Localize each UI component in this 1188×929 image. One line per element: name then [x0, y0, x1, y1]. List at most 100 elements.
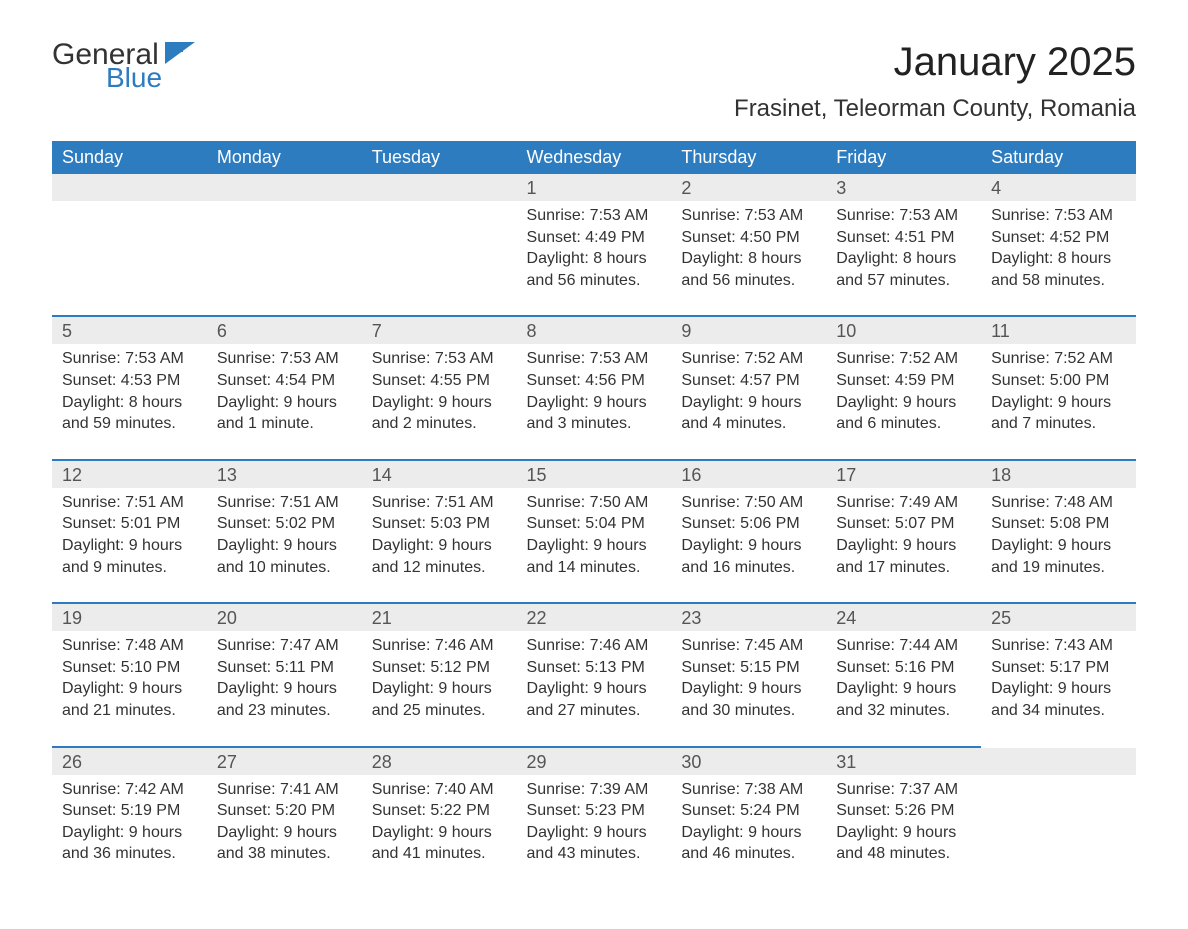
- day-detail-line: Daylight: 9 hours: [217, 535, 352, 557]
- calendar-week-row: 19Sunrise: 7:48 AMSunset: 5:10 PMDayligh…: [52, 603, 1136, 746]
- calendar-day-cell: 21Sunrise: 7:46 AMSunset: 5:12 PMDayligh…: [362, 603, 517, 746]
- day-detail-line: and 23 minutes.: [217, 700, 352, 722]
- day-detail-line: Sunrise: 7:50 AM: [681, 492, 816, 514]
- day-number: 26: [52, 748, 207, 775]
- day-detail-line: Daylight: 9 hours: [62, 678, 197, 700]
- day-detail-line: Daylight: 9 hours: [527, 678, 662, 700]
- day-number: 22: [517, 604, 672, 631]
- calendar-day-cell: 30Sunrise: 7:38 AMSunset: 5:24 PMDayligh…: [671, 747, 826, 889]
- day-detail-line: Daylight: 9 hours: [372, 392, 507, 414]
- calendar-day-cell: 16Sunrise: 7:50 AMSunset: 5:06 PMDayligh…: [671, 460, 826, 603]
- day-detail-line: Sunrise: 7:41 AM: [217, 779, 352, 801]
- day-detail-line: Sunrise: 7:53 AM: [527, 348, 662, 370]
- day-detail-line: and 56 minutes.: [681, 270, 816, 292]
- day-detail-line: Sunset: 5:02 PM: [217, 513, 352, 535]
- logo-text: General Blue: [52, 40, 195, 92]
- day-detail-line: Sunrise: 7:40 AM: [372, 779, 507, 801]
- calendar-day-cell: 5Sunrise: 7:53 AMSunset: 4:53 PMDaylight…: [52, 316, 207, 459]
- calendar-week-row: 5Sunrise: 7:53 AMSunset: 4:53 PMDaylight…: [52, 316, 1136, 459]
- weekday-header: Sunday: [52, 141, 207, 174]
- calendar-day-cell: 14Sunrise: 7:51 AMSunset: 5:03 PMDayligh…: [362, 460, 517, 603]
- calendar-week-row: 26Sunrise: 7:42 AMSunset: 5:19 PMDayligh…: [52, 747, 1136, 889]
- day-detail-line: Daylight: 9 hours: [372, 678, 507, 700]
- calendar-day-cell: 20Sunrise: 7:47 AMSunset: 5:11 PMDayligh…: [207, 603, 362, 746]
- day-detail-line: Daylight: 8 hours: [836, 248, 971, 270]
- day-detail-line: Daylight: 9 hours: [836, 535, 971, 557]
- day-detail-line: Sunrise: 7:48 AM: [991, 492, 1126, 514]
- day-detail-line: and 58 minutes.: [991, 270, 1126, 292]
- calendar-day-cell: 10Sunrise: 7:52 AMSunset: 4:59 PMDayligh…: [826, 316, 981, 459]
- day-detail-line: Sunrise: 7:53 AM: [527, 205, 662, 227]
- day-detail-line: Sunrise: 7:42 AM: [62, 779, 197, 801]
- day-number: 24: [826, 604, 981, 631]
- calendar-week-row: 12Sunrise: 7:51 AMSunset: 5:01 PMDayligh…: [52, 460, 1136, 603]
- day-detail-line: Sunset: 5:24 PM: [681, 800, 816, 822]
- day-detail-line: Sunrise: 7:50 AM: [527, 492, 662, 514]
- calendar-day-cell: 17Sunrise: 7:49 AMSunset: 5:07 PMDayligh…: [826, 460, 981, 603]
- day-detail-line: Sunrise: 7:46 AM: [527, 635, 662, 657]
- day-number: 13: [207, 461, 362, 488]
- day-detail-line: Daylight: 9 hours: [681, 535, 816, 557]
- day-detail-line: Sunrise: 7:48 AM: [62, 635, 197, 657]
- day-number: 21: [362, 604, 517, 631]
- weekday-header: Tuesday: [362, 141, 517, 174]
- day-detail-line: and 57 minutes.: [836, 270, 971, 292]
- day-detail-line: Sunset: 5:22 PM: [372, 800, 507, 822]
- day-detail-line: Sunrise: 7:38 AM: [681, 779, 816, 801]
- day-number: 7: [362, 317, 517, 344]
- day-number: 18: [981, 461, 1136, 488]
- day-detail-line: Sunrise: 7:53 AM: [836, 205, 971, 227]
- calendar-week-row: 1Sunrise: 7:53 AMSunset: 4:49 PMDaylight…: [52, 174, 1136, 316]
- day-detail-line: Daylight: 9 hours: [836, 392, 971, 414]
- day-detail-line: Daylight: 9 hours: [991, 392, 1126, 414]
- calendar-day-cell: 29Sunrise: 7:39 AMSunset: 5:23 PMDayligh…: [517, 747, 672, 889]
- day-detail-line: Daylight: 8 hours: [681, 248, 816, 270]
- day-detail-line: and 10 minutes.: [217, 557, 352, 579]
- day-number: 23: [671, 604, 826, 631]
- calendar-day-cell: 31Sunrise: 7:37 AMSunset: 5:26 PMDayligh…: [826, 747, 981, 889]
- day-number: 8: [517, 317, 672, 344]
- day-detail-line: Sunset: 5:15 PM: [681, 657, 816, 679]
- day-detail-line: Daylight: 9 hours: [836, 822, 971, 844]
- day-detail-line: Sunrise: 7:46 AM: [372, 635, 507, 657]
- day-detail-line: Daylight: 9 hours: [527, 535, 662, 557]
- calendar-page: General Blue January 2025 Frasinet, Tele…: [0, 0, 1188, 929]
- day-number: [52, 174, 207, 201]
- month-title: January 2025: [734, 40, 1136, 85]
- day-detail-line: Sunset: 4:57 PM: [681, 370, 816, 392]
- brand-logo: General Blue: [52, 40, 195, 92]
- day-detail-line: and 12 minutes.: [372, 557, 507, 579]
- day-detail-line: Daylight: 9 hours: [217, 822, 352, 844]
- day-number: 10: [826, 317, 981, 344]
- day-number: 25: [981, 604, 1136, 631]
- day-detail-line: Sunset: 5:23 PM: [527, 800, 662, 822]
- day-detail-line: Sunrise: 7:53 AM: [217, 348, 352, 370]
- calendar-day-cell: 3Sunrise: 7:53 AMSunset: 4:51 PMDaylight…: [826, 174, 981, 316]
- day-detail-line: Sunrise: 7:47 AM: [217, 635, 352, 657]
- weekday-header: Monday: [207, 141, 362, 174]
- calendar-day-cell: [362, 174, 517, 316]
- day-detail-line: Sunrise: 7:53 AM: [681, 205, 816, 227]
- day-number: 6: [207, 317, 362, 344]
- day-detail-line: Sunset: 4:54 PM: [217, 370, 352, 392]
- day-detail-line: Daylight: 9 hours: [991, 535, 1126, 557]
- calendar-day-cell: [207, 174, 362, 316]
- calendar-day-cell: [52, 174, 207, 316]
- day-detail-line: and 3 minutes.: [527, 413, 662, 435]
- day-number: 1: [517, 174, 672, 201]
- day-detail-line: Sunrise: 7:37 AM: [836, 779, 971, 801]
- day-detail-line: Sunrise: 7:39 AM: [527, 779, 662, 801]
- day-detail-line: Sunrise: 7:45 AM: [681, 635, 816, 657]
- day-detail-line: and 1 minute.: [217, 413, 352, 435]
- calendar-day-cell: 18 Sunrise: 7:48 AMSunset: 5:08 PMDayligh…: [981, 460, 1136, 603]
- day-detail-line: Sunset: 5:08 PM: [991, 513, 1126, 535]
- day-detail-line: Daylight: 9 hours: [372, 822, 507, 844]
- title-block: January 2025 Frasinet, Teleorman County,…: [734, 40, 1136, 123]
- day-detail-line: Sunset: 5:17 PM: [991, 657, 1126, 679]
- day-number: 15: [517, 461, 672, 488]
- day-detail-line: Sunrise: 7:43 AM: [991, 635, 1126, 657]
- day-detail-line: and 25 minutes.: [372, 700, 507, 722]
- day-detail-line: Sunset: 4:50 PM: [681, 227, 816, 249]
- day-detail-line: and 41 minutes.: [372, 843, 507, 865]
- day-detail-line: and 17 minutes.: [836, 557, 971, 579]
